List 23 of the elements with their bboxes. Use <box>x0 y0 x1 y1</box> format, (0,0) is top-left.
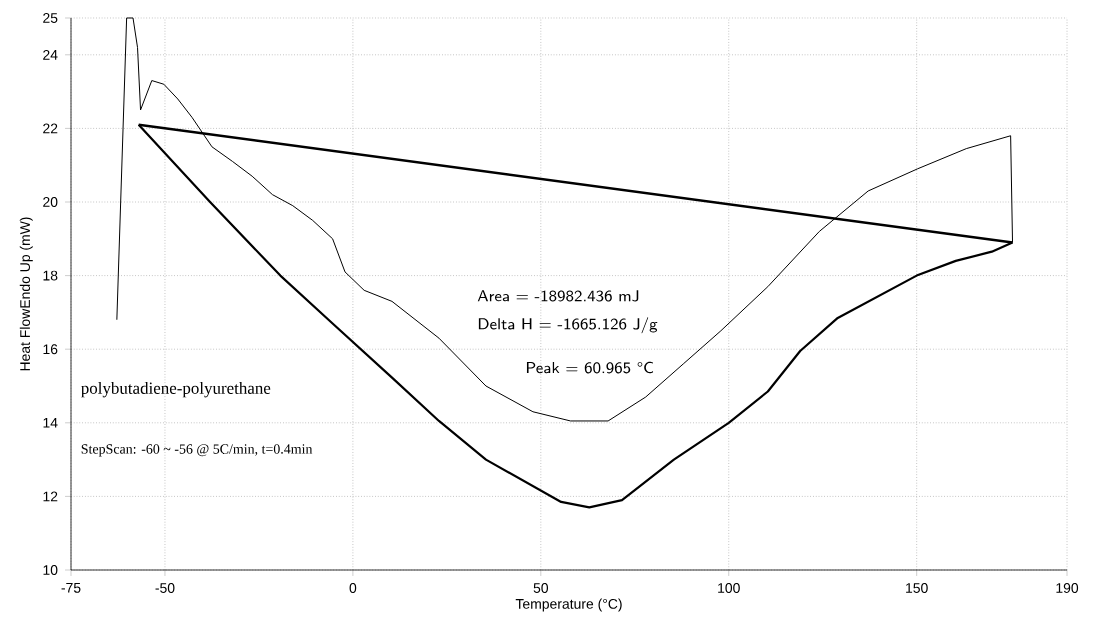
x-tick-label: 150 <box>906 583 928 593</box>
y-tick-label: 16 <box>43 344 58 355</box>
y-tick-label: 10 <box>43 565 58 575</box>
y-tick-label: 25 <box>43 13 58 23</box>
x-tick-label: 50 <box>533 583 549 593</box>
x-tick-label: 100 <box>718 583 740 593</box>
y-tick-label: 24 <box>43 49 58 60</box>
y-tick-label: 18 <box>43 270 58 281</box>
annotation: Peak = 60.965 °C <box>526 361 654 374</box>
x-axis-title: Temperature (°C) <box>515 598 622 612</box>
x-tick-label: -75 <box>61 583 81 593</box>
annotation: Delta H = -1665.126 J/g <box>478 317 658 334</box>
y-tick-label: 12 <box>43 491 58 502</box>
x-tick-label: -50 <box>155 583 175 593</box>
y-tick-label: 20 <box>43 197 58 207</box>
x-tick-label: 190 <box>1056 583 1079 593</box>
annotation: polybutadiene-polyurethane <box>81 381 271 398</box>
annotation: Area = -18982.436 mJ <box>477 290 639 302</box>
annotation: StepScan: -60 ~ -56 @ 5C/min, t=0.4min <box>81 444 313 457</box>
y-tick-label: 14 <box>43 418 58 428</box>
y-tick-label: 22 <box>43 123 58 134</box>
y-axis-title: Heat FlowEndo Up (mW) <box>19 217 33 371</box>
x-tick-label: 0 <box>349 583 357 593</box>
